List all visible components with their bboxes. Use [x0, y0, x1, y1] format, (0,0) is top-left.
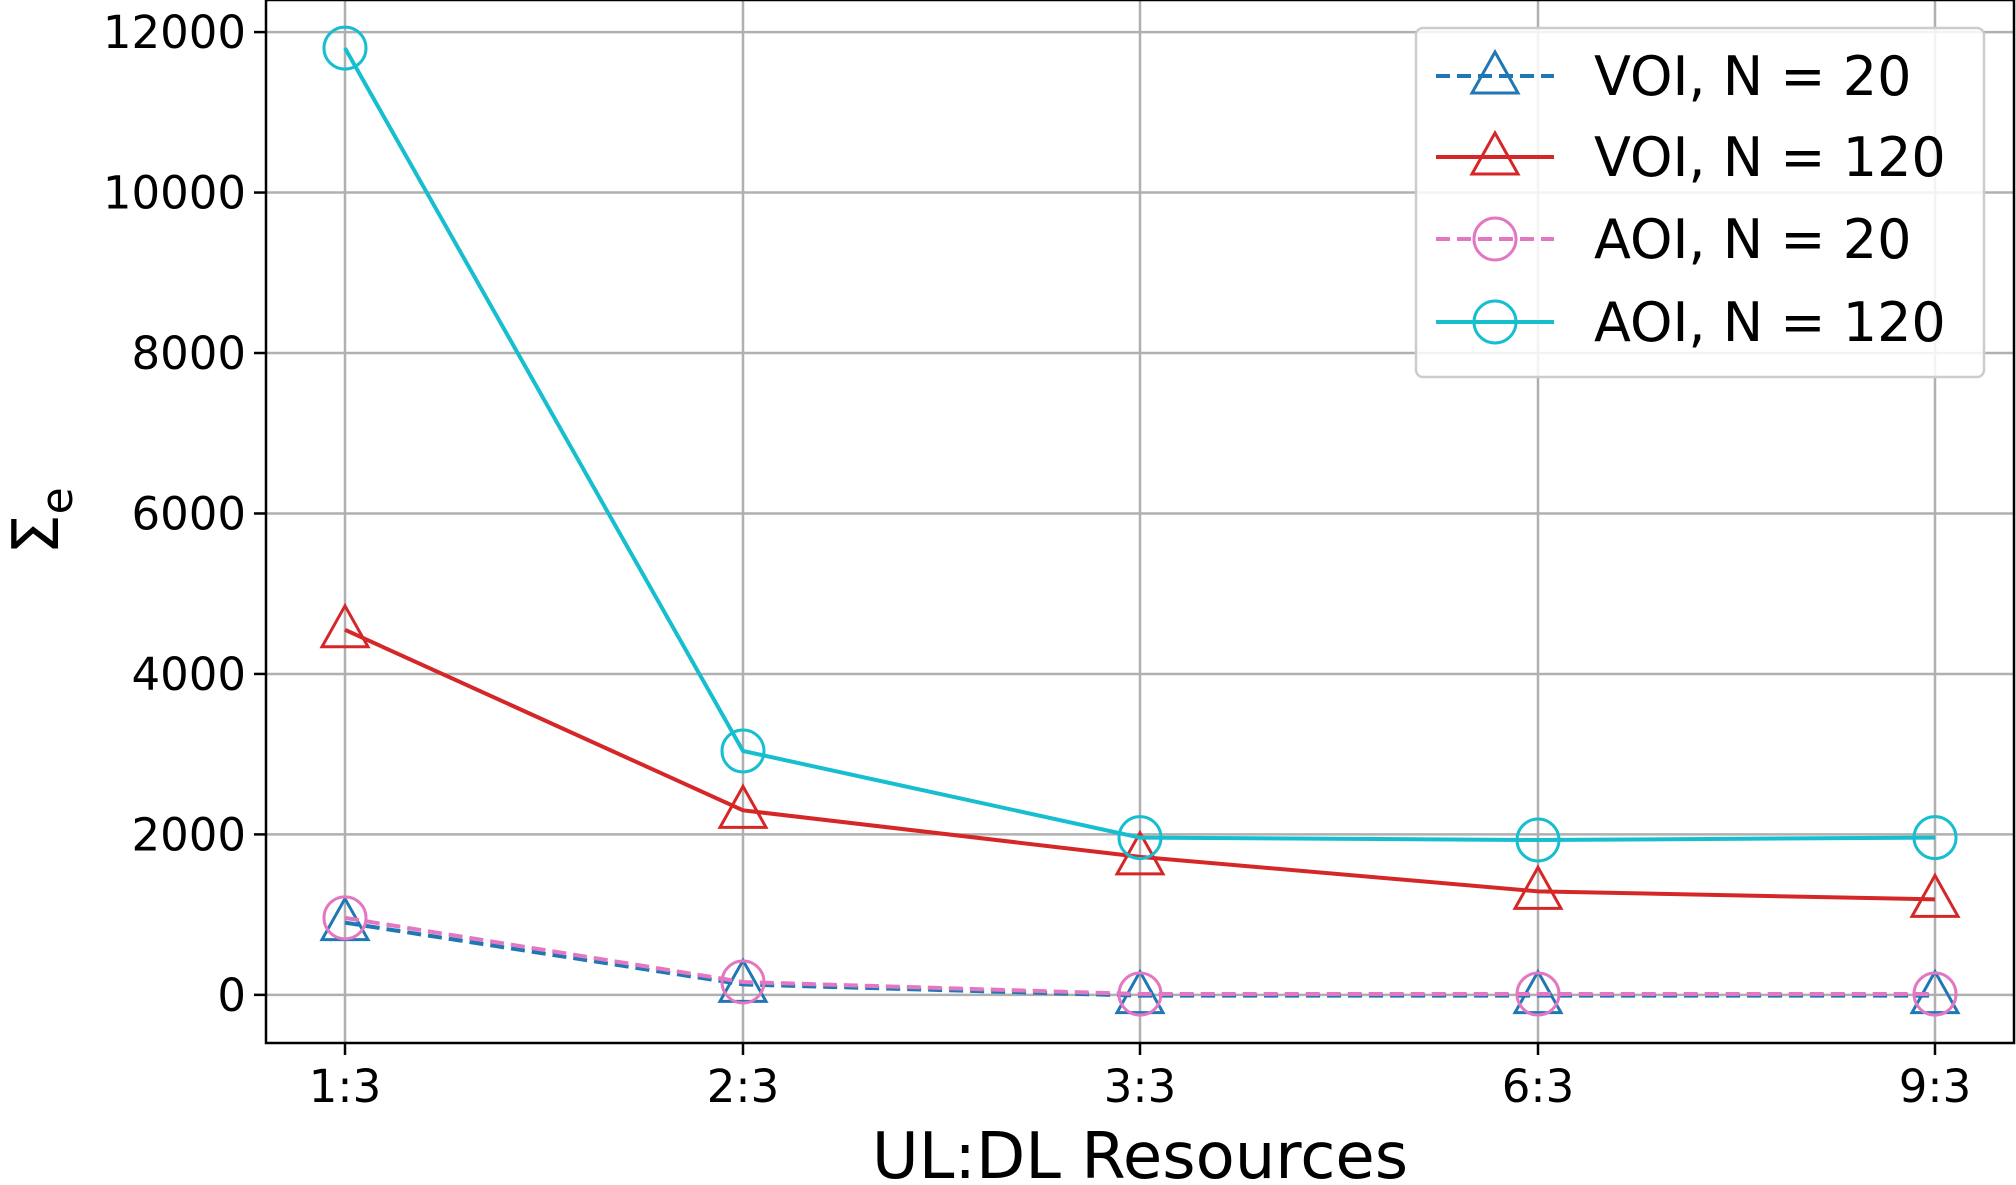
y-axis-title: Σe — [0, 487, 83, 555]
y-axis-subscript: e — [32, 487, 83, 514]
legend-marker — [1469, 48, 1521, 95]
legend-marker — [1469, 129, 1521, 176]
legend-label: VOI, N = 20 — [1594, 45, 1911, 108]
y-tick-label: 6000 — [131, 487, 246, 540]
data-point — [1114, 829, 1166, 876]
data-point — [1515, 971, 1561, 1017]
legend-item: VOI, N = 120 — [1436, 126, 1946, 189]
series-layer — [319, 25, 1961, 1017]
series — [322, 25, 1958, 863]
y-tick-label: 0 — [217, 969, 246, 1022]
data-point — [1515, 817, 1561, 863]
data-point — [1512, 864, 1564, 910]
series-line — [344, 915, 1935, 997]
data-point — [1912, 971, 1958, 1017]
svg-text:Σe: Σe — [0, 487, 83, 555]
y-tick-label: 2000 — [131, 808, 246, 861]
y-tick-label: 12000 — [103, 6, 246, 59]
legend-marker — [1472, 299, 1518, 345]
legend-box — [1414, 26, 1986, 379]
data-point — [720, 959, 766, 1005]
data-point — [322, 895, 368, 941]
x-tick-label: 3:3 — [1104, 1060, 1176, 1113]
x-axis-title: UL:DL Resources — [872, 1120, 1408, 1185]
x-tick-label: 2:3 — [707, 1060, 779, 1113]
legend-label: AOI, N = 20 — [1594, 208, 1911, 271]
x-tick-label: 6:3 — [1502, 1060, 1574, 1113]
x-tick-labels: 1:3 2:3 3:3 6:3 9:3 — [309, 1043, 1971, 1113]
y-tick-labels: 0 2000 4000 6000 8000 10000 12000 — [103, 6, 266, 1022]
y-tick-label: 10000 — [103, 167, 246, 220]
legend-item: AOI, N = 20 — [1436, 208, 1911, 271]
data-point — [1909, 872, 1961, 918]
data-point — [322, 25, 368, 71]
data-point — [1117, 971, 1163, 1017]
series — [319, 602, 1961, 918]
x-tick-label: 1:3 — [309, 1060, 381, 1113]
legend-label: AOI, N = 120 — [1594, 291, 1946, 354]
y-tick-label: 4000 — [131, 648, 246, 701]
data-point — [1117, 815, 1163, 861]
series-line — [344, 627, 1936, 902]
data-point — [717, 783, 769, 829]
series-line — [343, 47, 1936, 843]
legend-item: AOI, N = 120 — [1436, 291, 1946, 354]
data-point — [319, 602, 371, 649]
legend-marker — [1472, 216, 1518, 262]
data-point — [720, 728, 766, 774]
legend: VOI, N = 20 VOI, N = 120 AOI, N = 20 AOI, N… — [1414, 26, 1986, 379]
x-tick-label: 9:3 — [1899, 1060, 1971, 1113]
y-tick-label: 8000 — [131, 327, 246, 380]
series — [322, 895, 1958, 1017]
y-axis-symbol: Σ — [0, 514, 74, 554]
legend-label: VOI, N = 120 — [1594, 126, 1946, 189]
data-point — [1912, 815, 1958, 861]
legend-item: VOI, N = 20 — [1436, 45, 1911, 108]
